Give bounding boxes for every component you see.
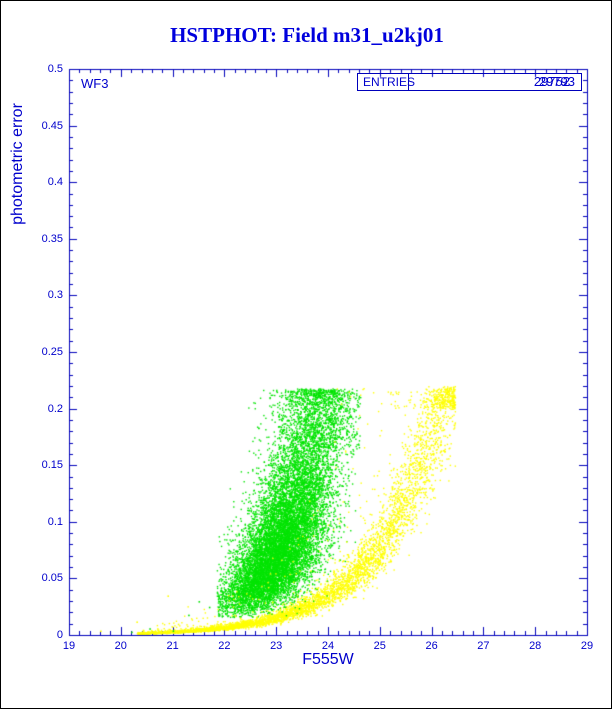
entries-box: ENTRIES 29793 29752	[357, 73, 582, 91]
x-tick-label: 20	[114, 640, 127, 652]
entries-box-divider	[408, 74, 409, 90]
y-tick-label: 0.3	[47, 289, 63, 302]
y-tick-label: 0.45	[41, 119, 63, 132]
x-tick-label: 21	[166, 640, 179, 652]
x-tick-label: 22	[218, 640, 231, 652]
y-tick-label: 0.2	[47, 402, 63, 415]
x-axis-label: F555W	[302, 651, 354, 668]
entries-count-secondary: 29752	[533, 74, 570, 89]
entries-label: ENTRIES	[363, 75, 416, 89]
chip-label: WF3	[81, 76, 109, 91]
x-tick-label: 28	[529, 640, 542, 652]
x-tick-label: 24	[321, 640, 335, 652]
y-tick-label: 0.1	[47, 515, 63, 528]
x-tick-label: 27	[477, 640, 490, 652]
x-tick-label: 19	[62, 640, 76, 652]
y-tick-label: 0.25	[41, 346, 63, 358]
x-tick-label: 23	[270, 640, 283, 652]
y-tick-label: 0.4	[47, 176, 63, 189]
y-tick-label: 0.05	[41, 572, 63, 585]
entries-count: 29793 29752	[505, 75, 575, 89]
y-tick-label: 0.15	[41, 459, 63, 472]
x-tick-label: 25	[373, 640, 386, 652]
entries-count-primary: 29793	[538, 74, 575, 89]
x-tick-label: 29	[580, 640, 594, 652]
y-tick-label: 0	[56, 629, 63, 641]
y-tick-label: 0.5	[47, 63, 63, 75]
y-tick-label: 0.35	[41, 232, 63, 245]
x-tick-label: 26	[425, 640, 438, 652]
